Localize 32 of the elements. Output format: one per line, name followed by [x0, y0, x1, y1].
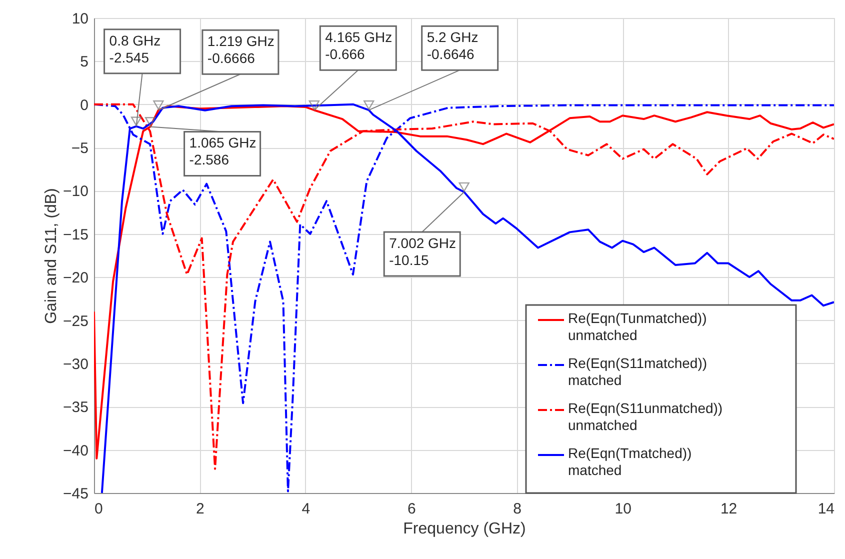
annotation: 5.2 GHz -0.6646 — [426, 29, 478, 62]
y-tick-label: −35 — [63, 399, 88, 416]
x-tick-label: 14 — [818, 500, 834, 518]
x-tick-label: 2 — [196, 500, 204, 518]
y-tick-label: 0 — [80, 96, 88, 114]
legend-label: Re(Eqn(S11unmatched)) unmatched — [568, 400, 723, 433]
legend-label: Re(Eqn(S11matched)) matched — [568, 355, 708, 388]
x-tick-label: 4 — [302, 500, 310, 518]
annotation: 1.219 GHz -0.6666 — [207, 33, 274, 66]
annotation: 0.8 GHz -2.545 — [109, 32, 161, 66]
x-tick-label: 12 — [720, 500, 738, 518]
y-tick-label: −20 — [63, 270, 88, 287]
annotation: 7.002 GHz -10.15 — [389, 235, 456, 268]
x-tick-label: 8 — [513, 500, 522, 518]
y-tick-label: 5 — [80, 54, 88, 71]
x-tick-label: 10 — [614, 500, 632, 518]
x-axis-title: Frequency (GHz) — [403, 520, 526, 538]
annotation: 4.165 GHz -0.666 — [325, 29, 392, 62]
y-axis-title: Gain and S11, (dB) — [43, 188, 60, 324]
annotation: 1.065 GHz -2.586 — [189, 134, 256, 168]
y-tick-label: −10 — [63, 183, 88, 200]
y-tick-label: −45 — [63, 486, 88, 502]
x-tick-label: 0 — [94, 500, 103, 518]
x-tick-label: 6 — [407, 500, 416, 518]
y-tick-label: −15 — [63, 226, 88, 244]
legend-label: Re(Eqn(Tmatched)) matched — [568, 445, 692, 478]
y-tick-label: −25 — [63, 312, 88, 330]
y-tick-label: −30 — [63, 356, 88, 373]
legend-label: Re(Eqn(Tunmatched)) unmatched — [568, 310, 707, 343]
y-tick-label: −40 — [63, 442, 88, 460]
y-tick-label: −5 — [71, 140, 88, 158]
y-tick-label: 10 — [72, 10, 88, 28]
